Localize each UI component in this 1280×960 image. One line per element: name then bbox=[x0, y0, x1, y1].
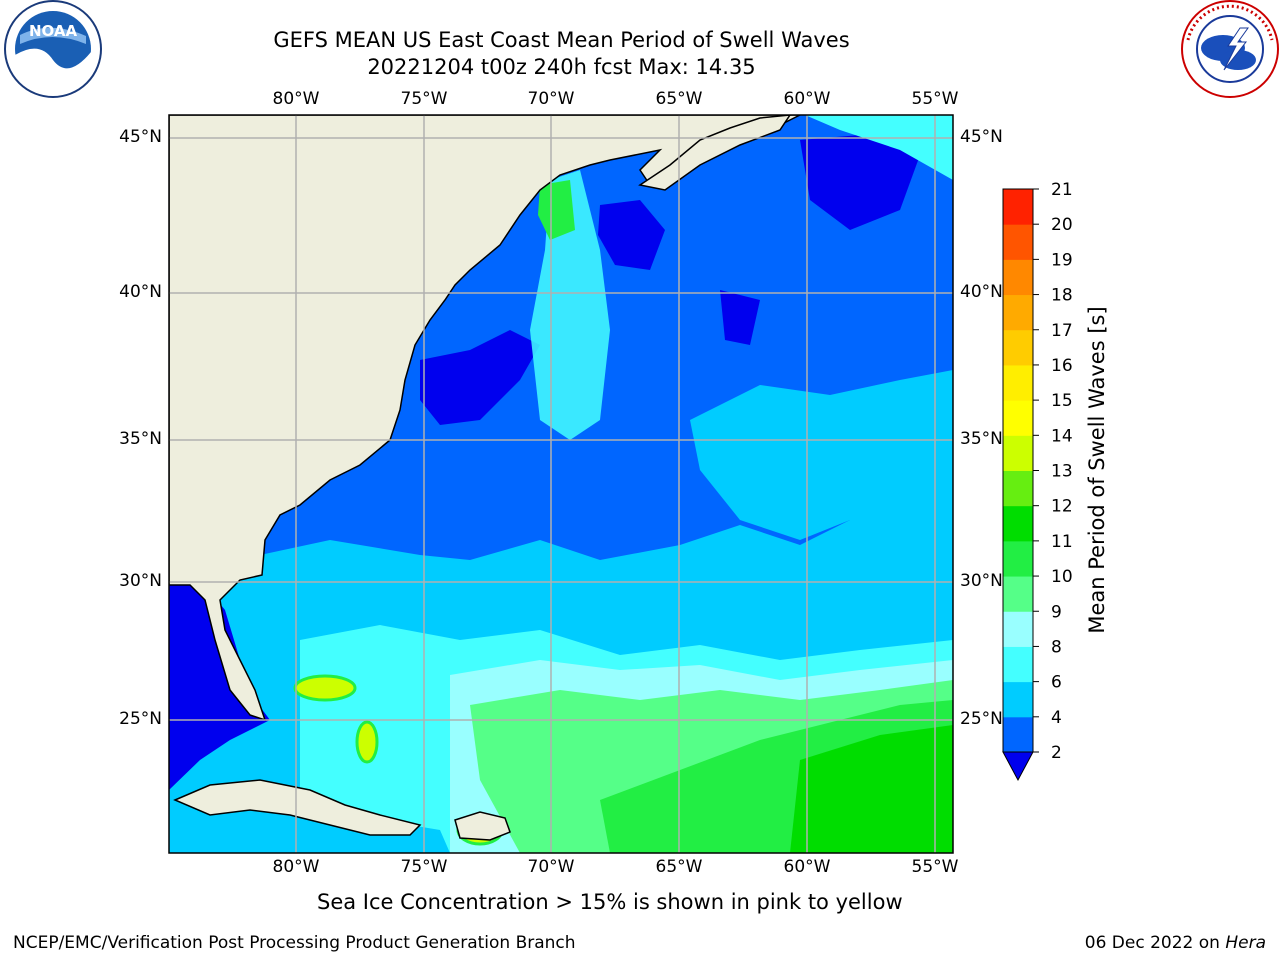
lon-label-top: 80°W bbox=[272, 89, 320, 109]
swell-patch-low-4 bbox=[720, 290, 760, 345]
colorbar-swatch bbox=[1003, 435, 1033, 471]
lat-label-right: 25°N bbox=[960, 709, 1003, 729]
colorbar-swatch bbox=[1003, 364, 1033, 401]
colorbar-tick-label: 21 bbox=[1051, 180, 1073, 200]
swell-band-4-6-east bbox=[690, 370, 953, 540]
colorbar-swatch bbox=[1003, 329, 1033, 366]
colorbar-tick-label: 19 bbox=[1051, 250, 1073, 270]
lon-label-bottom: 75°W bbox=[400, 857, 448, 877]
colorbar-swatch bbox=[1003, 576, 1033, 612]
colorbar-tick-label: 16 bbox=[1051, 356, 1073, 376]
footer-host: Hera bbox=[1225, 933, 1266, 953]
colorbar-tick-label: 9 bbox=[1051, 602, 1062, 622]
colorbar-tick-label: 20 bbox=[1051, 215, 1073, 235]
lat-label-right: 35°N bbox=[960, 429, 1003, 449]
footer-date-text: 06 Dec 2022 on bbox=[1084, 933, 1226, 953]
colorbar-swatch bbox=[1003, 611, 1033, 647]
hispaniola-land bbox=[454, 811, 511, 841]
colorbar-swatch bbox=[1003, 294, 1033, 331]
lat-label-right: 30°N bbox=[960, 571, 1003, 591]
swell-band-11-12 bbox=[790, 725, 953, 853]
lat-label-left: 45°N bbox=[119, 127, 162, 147]
cuba-land bbox=[173, 779, 422, 836]
colorbar-tick-label: 14 bbox=[1051, 426, 1073, 446]
lon-label-top: 60°W bbox=[783, 89, 831, 109]
colorbar-tick-label: 6 bbox=[1051, 673, 1062, 693]
colorbar-swatch bbox=[1003, 400, 1033, 436]
colorbar-tick-label: 12 bbox=[1051, 497, 1073, 517]
lon-label-bottom: 80°W bbox=[272, 857, 320, 877]
colorbar-swatch bbox=[1003, 189, 1033, 225]
colorbar-tick-label: 18 bbox=[1051, 286, 1073, 306]
graticule bbox=[169, 115, 953, 853]
lon-label-top: 65°W bbox=[655, 89, 703, 109]
nova-scotia-land bbox=[638, 115, 791, 191]
colorbar-swatch bbox=[1003, 681, 1033, 718]
map-field bbox=[169, 115, 953, 853]
lat-label-left: 40°N bbox=[119, 282, 162, 302]
lon-label-bottom: 70°W bbox=[527, 857, 575, 877]
colorbar-tick-label: 8 bbox=[1051, 637, 1062, 657]
lon-label-bottom: 65°W bbox=[655, 857, 703, 877]
colorbar-swatch bbox=[1003, 646, 1033, 683]
colorbar-swatch bbox=[1003, 259, 1033, 296]
lat-label-left: 30°N bbox=[119, 571, 162, 591]
chart-title: GEFS MEAN US East Coast Mean Period of S… bbox=[273, 28, 850, 52]
colorbar-tick-label: 4 bbox=[1051, 708, 1062, 728]
bahamas-patch-2 bbox=[355, 720, 379, 764]
lon-label-top: 70°W bbox=[527, 89, 575, 109]
colorbar-tick-label: 17 bbox=[1051, 321, 1073, 341]
swell-green-patch bbox=[538, 180, 575, 240]
swell-patch-low-3 bbox=[800, 135, 920, 230]
colorbar-label: Mean Period of Swell Waves [s] bbox=[1085, 306, 1109, 634]
footer-credit: NCEP/EMC/Verification Post Processing Pr… bbox=[13, 933, 576, 953]
colorbar-swatch bbox=[1003, 505, 1033, 542]
colorbar: 2 4 6 8 9 10 11 12 13 14 15 16 17 18 19 20 21 bbox=[1002, 180, 1073, 782]
colorbar-tick-label: 11 bbox=[1051, 532, 1073, 552]
lon-label-bottom: 55°W bbox=[911, 857, 959, 877]
colorbar-swatch bbox=[1003, 540, 1033, 577]
swell-patch-low-1 bbox=[420, 330, 540, 425]
swell-northeast bbox=[805, 115, 953, 180]
north-america-land bbox=[169, 115, 801, 722]
colorbar-tick-label: 13 bbox=[1051, 462, 1073, 482]
lat-label-right: 40°N bbox=[960, 282, 1003, 302]
map-frame bbox=[168, 114, 954, 854]
colorbar-under-arrow bbox=[1002, 751, 1034, 782]
lat-label-left: 35°N bbox=[119, 429, 162, 449]
chart-subtitle: 20221204 t00z 240h fcst Max: 14.35 bbox=[367, 55, 756, 79]
lon-label-top: 55°W bbox=[911, 89, 959, 109]
colorbar-swatch bbox=[1003, 470, 1033, 507]
colorbar-swatch bbox=[1003, 224, 1033, 260]
footer-date: 06 Dec 2022 on Hera bbox=[1085, 933, 1266, 953]
lat-label-left: 25°N bbox=[119, 709, 162, 729]
gulf-of-mexico bbox=[169, 585, 270, 790]
colorbar-tick-label: 15 bbox=[1051, 391, 1073, 411]
lon-label-top: 75°W bbox=[400, 89, 448, 109]
colorbar-swatch bbox=[1003, 716, 1033, 753]
swell-patch-low-2 bbox=[598, 200, 665, 270]
lat-label-right: 45°N bbox=[960, 127, 1003, 147]
colorbar-tick-label: 10 bbox=[1051, 567, 1073, 587]
sea-ice-note: Sea Ice Concentration > 15% is shown in … bbox=[317, 890, 903, 914]
colorbar-tick-label: 2 bbox=[1051, 743, 1062, 763]
lon-label-bottom: 60°W bbox=[783, 857, 831, 877]
bahamas-patch-1 bbox=[293, 674, 357, 702]
